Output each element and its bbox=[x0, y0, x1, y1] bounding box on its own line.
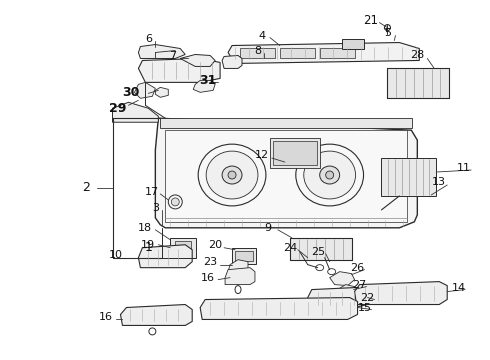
Text: 18: 18 bbox=[138, 223, 152, 233]
Text: 20: 20 bbox=[208, 240, 222, 250]
Polygon shape bbox=[228, 42, 419, 63]
Bar bbox=[319, 48, 355, 58]
Text: 16: 16 bbox=[98, 312, 113, 323]
Ellipse shape bbox=[228, 171, 236, 179]
Polygon shape bbox=[138, 58, 220, 82]
Text: 19: 19 bbox=[141, 240, 155, 250]
Polygon shape bbox=[113, 102, 158, 122]
Text: 29: 29 bbox=[109, 102, 126, 115]
Polygon shape bbox=[138, 245, 192, 268]
Bar bbox=[382, 158, 436, 196]
Bar bbox=[290, 238, 352, 260]
Ellipse shape bbox=[319, 166, 340, 184]
Polygon shape bbox=[222, 55, 242, 68]
Text: 22: 22 bbox=[361, 293, 375, 302]
Bar bbox=[280, 48, 315, 58]
Text: 26: 26 bbox=[350, 263, 365, 273]
Text: 30: 30 bbox=[122, 86, 139, 99]
Ellipse shape bbox=[326, 171, 334, 179]
Text: 23: 23 bbox=[203, 257, 217, 267]
Polygon shape bbox=[330, 272, 355, 285]
Polygon shape bbox=[160, 118, 413, 128]
Polygon shape bbox=[138, 45, 185, 58]
Text: 6: 6 bbox=[145, 33, 152, 44]
Bar bbox=[175, 241, 191, 255]
Text: 7: 7 bbox=[169, 51, 176, 62]
Text: 2: 2 bbox=[82, 181, 90, 194]
Polygon shape bbox=[180, 54, 215, 67]
Text: 10: 10 bbox=[108, 250, 122, 260]
Text: 25: 25 bbox=[311, 247, 325, 257]
Text: 4: 4 bbox=[258, 31, 266, 41]
Text: 24: 24 bbox=[283, 243, 297, 253]
Bar bbox=[232, 248, 256, 264]
Text: 17: 17 bbox=[146, 187, 159, 197]
Bar bbox=[171, 238, 196, 258]
Text: 21: 21 bbox=[363, 14, 378, 27]
Polygon shape bbox=[155, 118, 417, 228]
Ellipse shape bbox=[304, 151, 356, 199]
Text: 28: 28 bbox=[410, 50, 424, 60]
Polygon shape bbox=[200, 298, 358, 319]
Polygon shape bbox=[355, 282, 447, 305]
Bar bbox=[270, 138, 319, 168]
Text: 5: 5 bbox=[384, 28, 391, 37]
Ellipse shape bbox=[222, 166, 242, 184]
Bar bbox=[273, 141, 317, 165]
Polygon shape bbox=[165, 130, 407, 222]
Text: 9: 9 bbox=[264, 223, 271, 233]
Text: 31: 31 bbox=[199, 74, 217, 87]
Polygon shape bbox=[134, 82, 155, 98]
Text: 11: 11 bbox=[457, 163, 471, 173]
Text: 27: 27 bbox=[352, 280, 367, 289]
Polygon shape bbox=[225, 268, 255, 285]
Polygon shape bbox=[193, 80, 215, 92]
Text: 8: 8 bbox=[254, 45, 262, 55]
Polygon shape bbox=[155, 87, 168, 97]
Ellipse shape bbox=[172, 198, 179, 206]
Text: 15: 15 bbox=[358, 302, 371, 312]
Bar bbox=[235, 251, 253, 261]
Polygon shape bbox=[228, 260, 248, 275]
Text: 14: 14 bbox=[452, 283, 466, 293]
Text: 13: 13 bbox=[432, 177, 446, 187]
Text: 12: 12 bbox=[255, 150, 269, 160]
Bar bbox=[388, 68, 449, 98]
Bar bbox=[240, 48, 275, 58]
Polygon shape bbox=[308, 288, 368, 307]
Bar bbox=[342, 39, 364, 49]
Text: 1: 1 bbox=[145, 241, 152, 254]
Text: 16: 16 bbox=[201, 273, 215, 283]
Polygon shape bbox=[121, 305, 192, 325]
Text: 3: 3 bbox=[152, 203, 159, 213]
Polygon shape bbox=[336, 285, 356, 298]
Ellipse shape bbox=[206, 151, 258, 199]
